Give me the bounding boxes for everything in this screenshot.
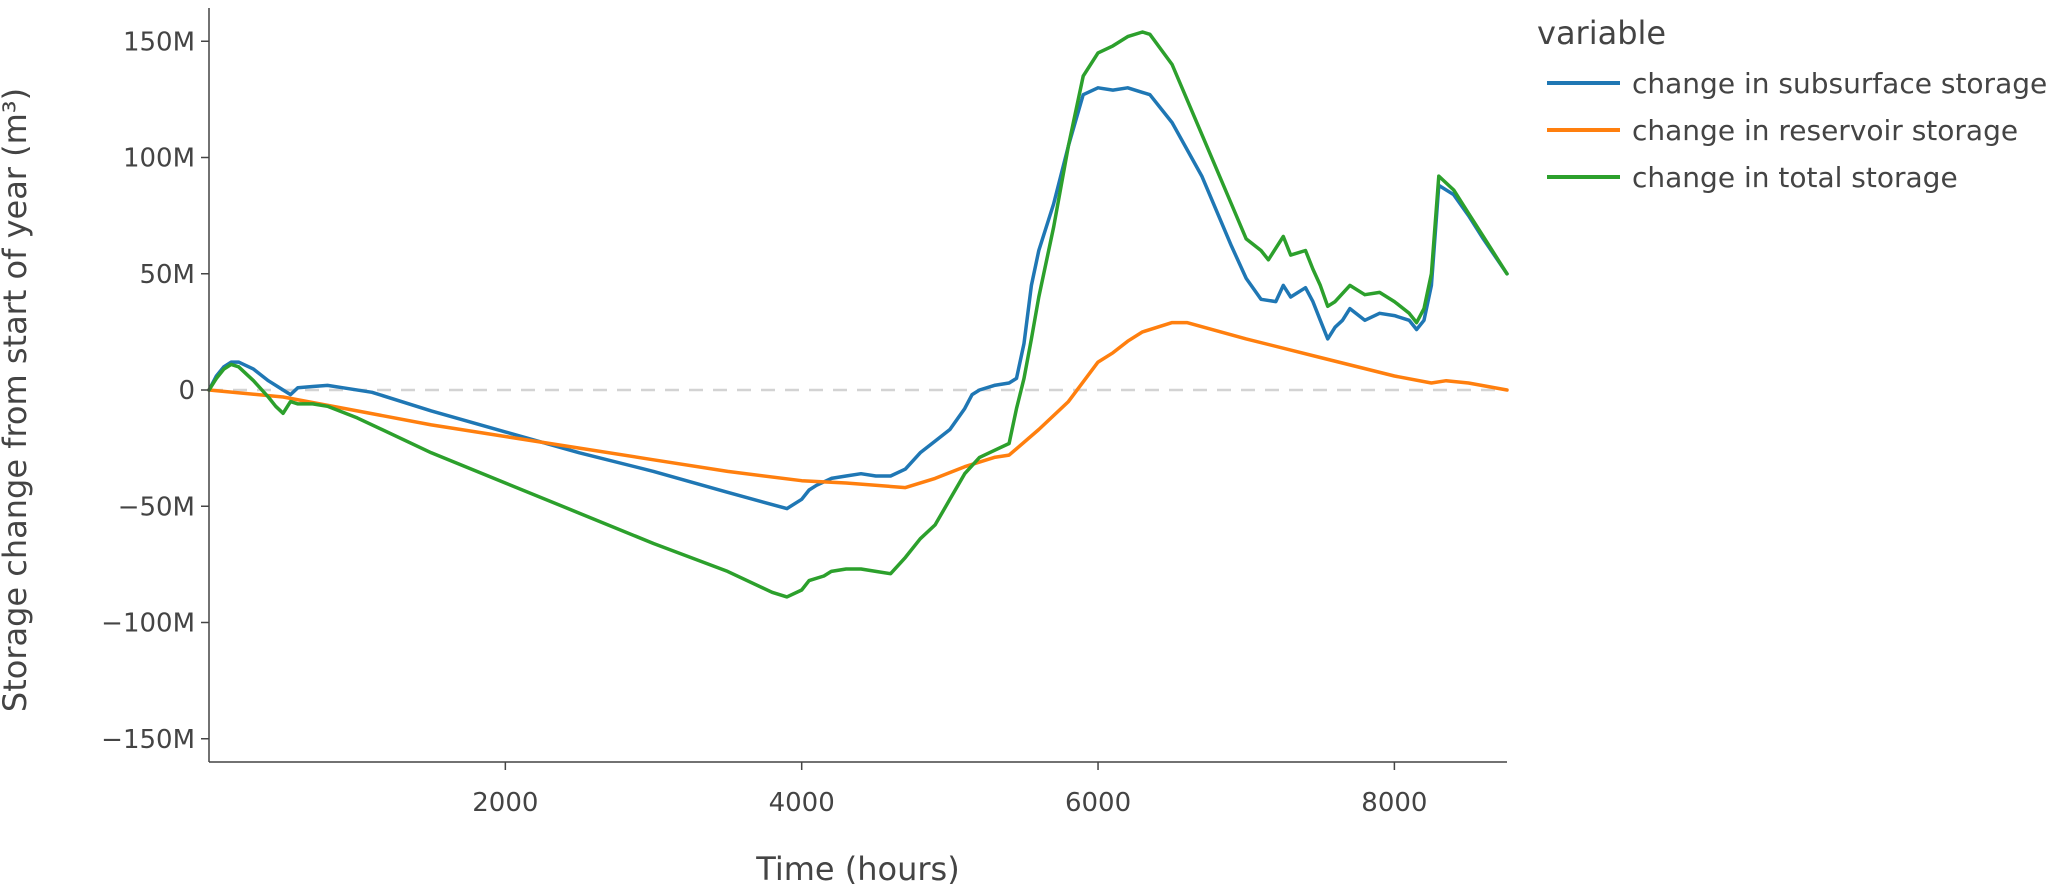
legend-label: change in total storage [1632,161,1958,194]
y-axis-title: Storage change from start of year (m³) [0,88,34,712]
y-tick-label: 100M [123,144,195,174]
y-tick-label: −50M [118,492,195,522]
y-tick-label: 50M [139,260,195,290]
y-axis: 150M 100M 50M 0 −50M −100M −150M [101,8,210,762]
series-line-1[interactable] [207,86,1509,511]
x-tick-label: 4000 [769,788,835,818]
legend[interactable]: variable change in subsurface storage cha… [1537,14,2047,194]
legend-label: change in subsurface storage [1632,67,2047,100]
y-tick-label: −150M [101,725,195,755]
series-line-3[interactable] [207,30,1509,599]
legend-title: variable [1537,14,1666,52]
legend-item-3[interactable]: change in total storage [1547,161,1958,194]
y-tick-label: −100M [101,609,195,639]
y-tick-label: 0 [178,376,195,406]
x-tick-label: 8000 [1361,788,1427,818]
x-tick-label: 6000 [1065,788,1131,818]
y-tick-label: 150M [123,27,195,57]
x-axis-title: Time (hours) [755,850,959,888]
plot-area [207,30,1509,599]
legend-item-1[interactable]: change in subsurface storage [1547,67,2047,100]
x-tick-label: 2000 [472,788,538,818]
x-axis: 2000 4000 6000 8000 [209,761,1507,818]
series-line-2[interactable] [207,320,1509,490]
legend-item-2[interactable]: change in reservoir storage [1547,114,2018,147]
legend-label: change in reservoir storage [1632,114,2018,147]
